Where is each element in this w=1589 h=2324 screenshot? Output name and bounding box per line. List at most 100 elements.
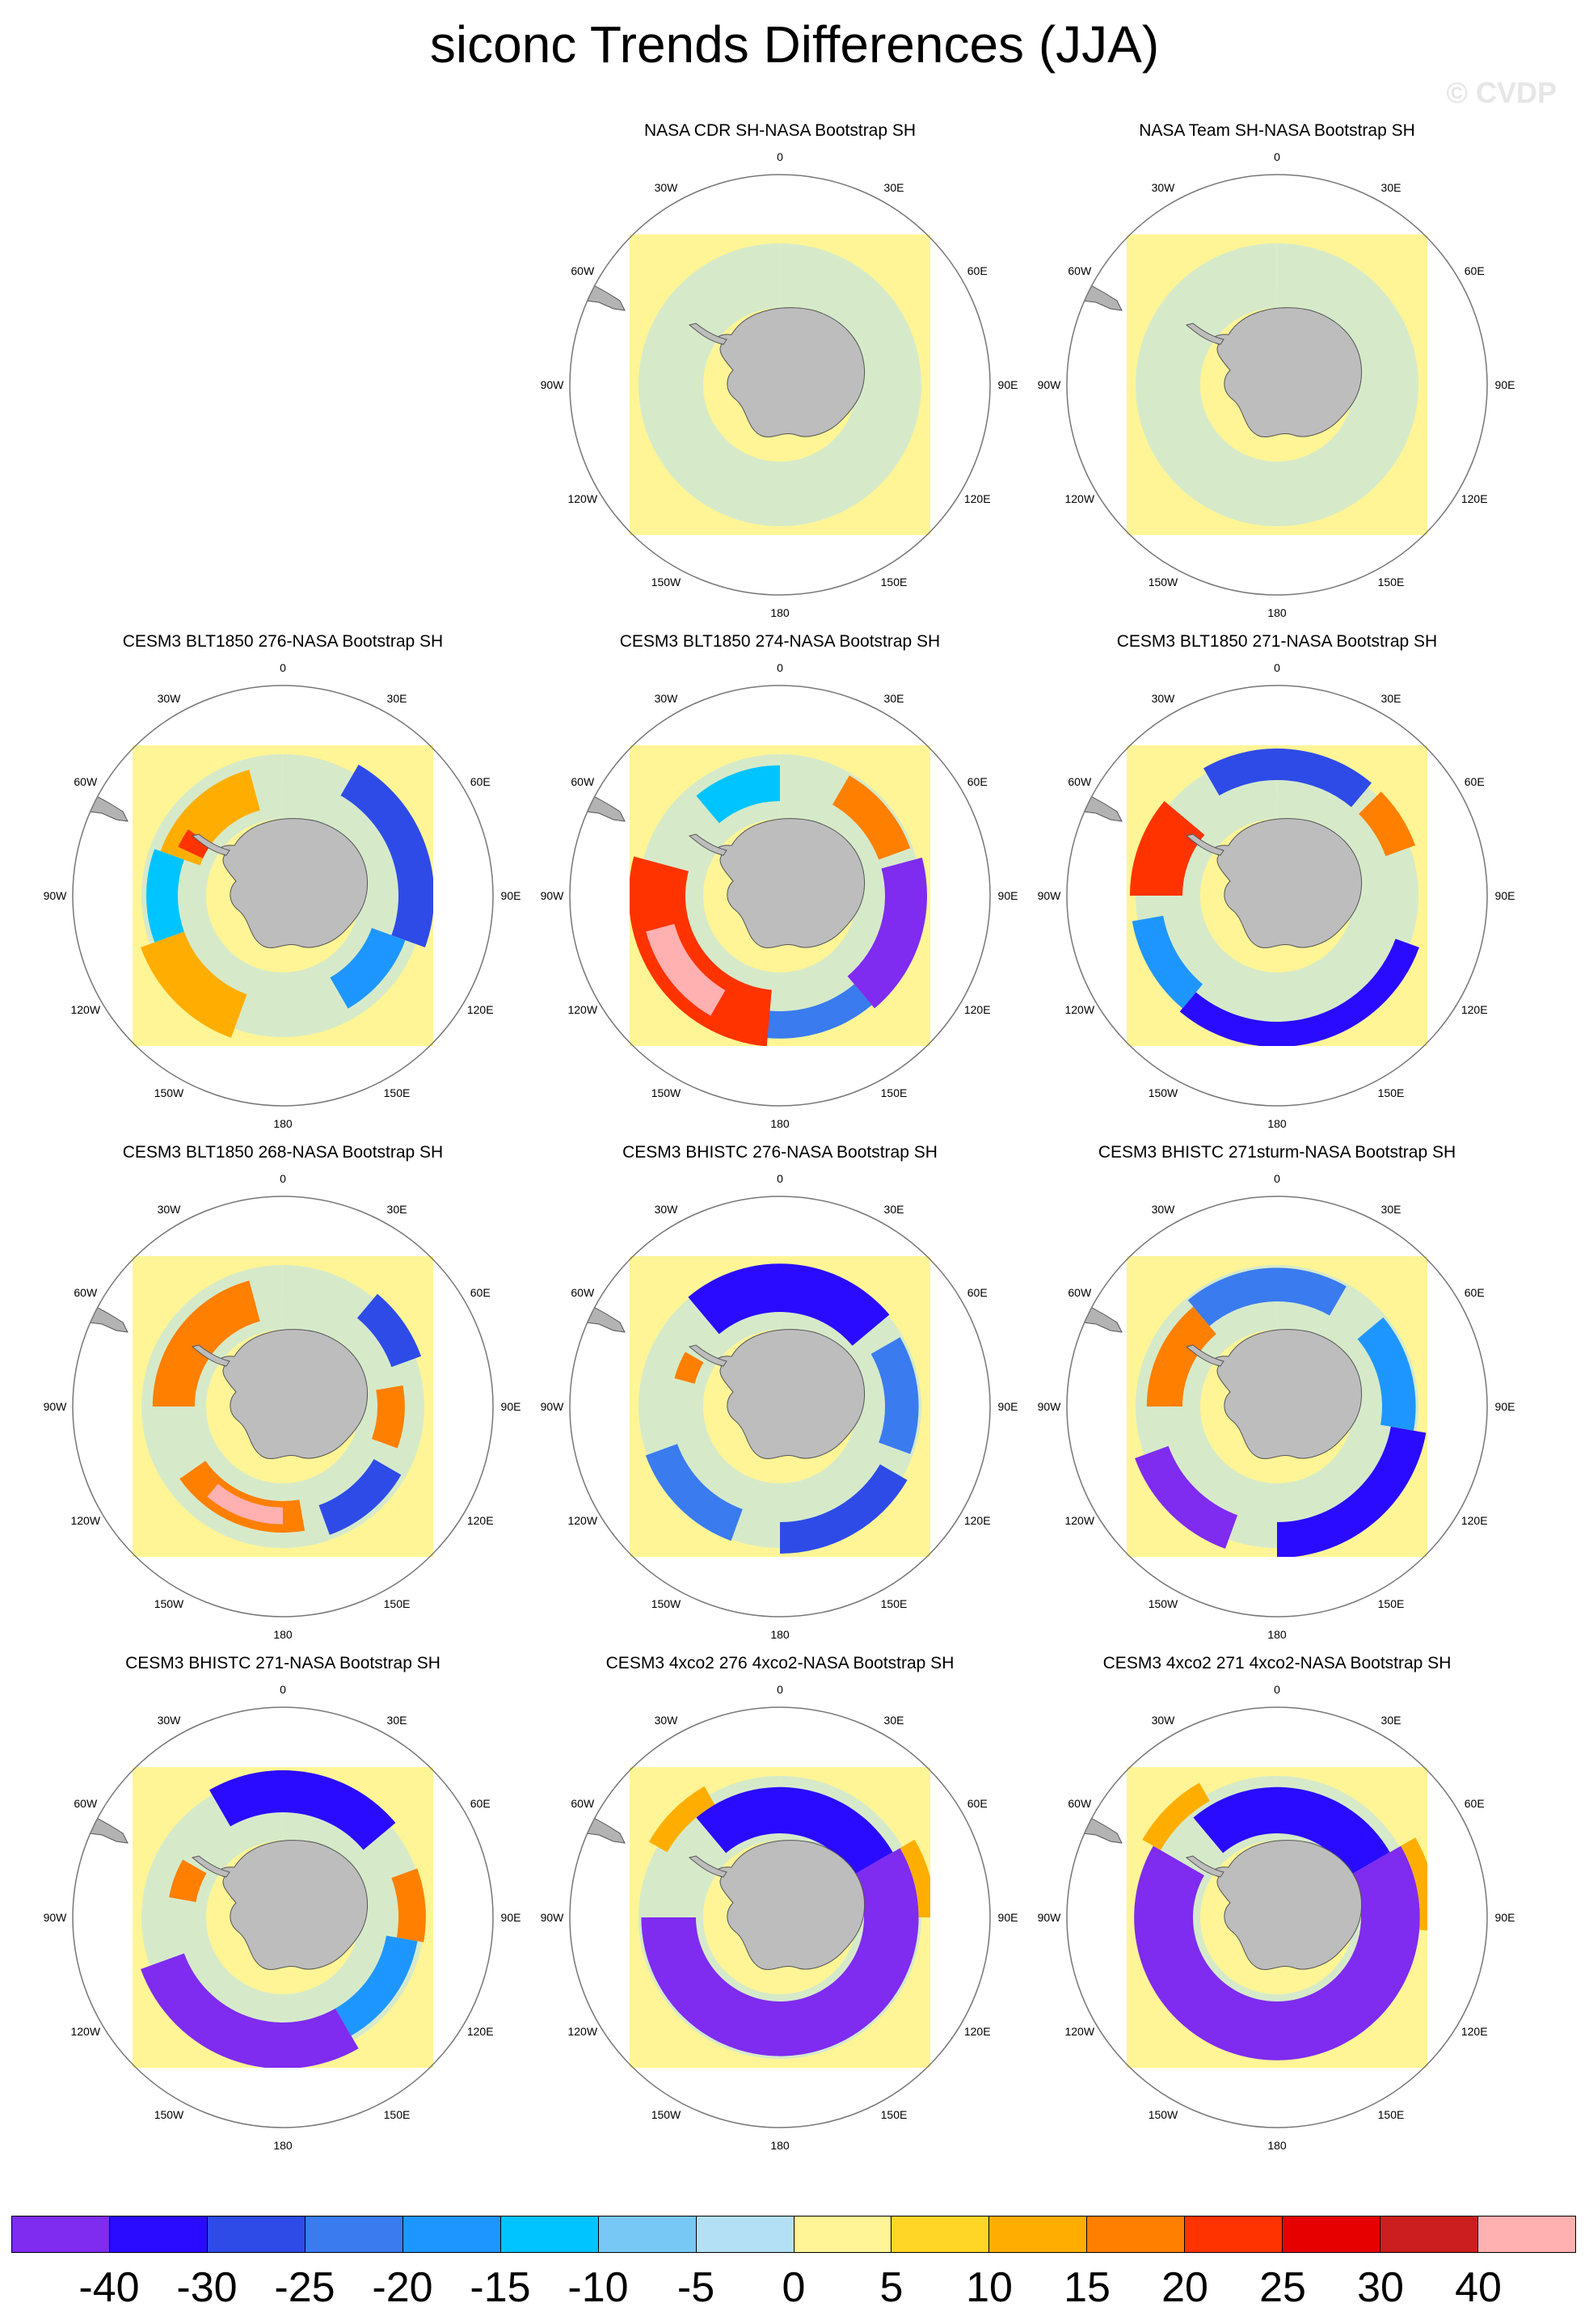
colorbar-tick-label: 5: [879, 2264, 904, 2311]
new-zealand-landmass: [920, 1606, 944, 1617]
longitude-label: 60E: [470, 1797, 491, 1810]
longitude-label: 0: [777, 661, 783, 674]
map-boundary-circle: [72, 1196, 494, 1618]
data-field-anomaly: [1359, 791, 1416, 857]
panel-title: CESM3 BLT1850 268-NASA Bootstrap SH: [122, 1143, 444, 1162]
longitude-label: 0: [1274, 1683, 1280, 1696]
antarctica-landmass: [219, 1329, 369, 1460]
data-field-anomaly: [1203, 749, 1372, 808]
panel-title: CESM3 BHISTC 271sturm-NASA Bootstrap SH: [1098, 1143, 1456, 1162]
longitude-label: 30E: [387, 1714, 407, 1727]
colorbar: [11, 2216, 1576, 2253]
longitude-label: 30E: [387, 1203, 407, 1216]
colorbar-swatch: [500, 2216, 599, 2252]
longitude-label: 30E: [1381, 692, 1401, 705]
data-field-anomaly: [318, 1459, 402, 1535]
antarctic-peninsula: [688, 1344, 727, 1367]
map-panel: CESM3 BLT1850 268-NASA Bootstrap SH 0 30E 6…: [32, 1143, 533, 1654]
new-zealand-landmass: [920, 584, 944, 595]
longitude-label: 90W: [44, 1400, 68, 1413]
data-field-anomaly: [356, 1293, 422, 1368]
map-boundary-circle: [569, 685, 991, 1107]
data-field-anomaly: [330, 928, 406, 1009]
longitude-label: 120W: [567, 2025, 597, 2038]
longitude-label: 120W: [1064, 492, 1094, 505]
longitude-label: 30E: [884, 692, 904, 705]
longitude-label: 180: [770, 606, 790, 619]
longitude-label: 0: [280, 661, 286, 674]
longitude-label: 90W: [44, 889, 68, 902]
map-boundary-circle: [72, 1706, 494, 2128]
longitude-label: 150W: [1149, 1086, 1178, 1099]
longitude-label: 0: [280, 1683, 286, 1696]
figure-title: siconc Trends Differences (JJA): [429, 15, 1160, 74]
data-field-anomaly: [696, 765, 780, 824]
longitude-label: 120E: [1461, 1514, 1488, 1527]
polar-map: 0 30E 60E 90E 120E 150E 180 150W 120W 90W 60W 30W: [1038, 150, 1515, 619]
polar-map: 0 30E 60E 90E 120E 150E 180 150W 120W 90W 60W 30W: [1038, 1172, 1515, 1641]
colorbar-swatch: [12, 2216, 110, 2252]
longitude-label: 150W: [1149, 1597, 1178, 1610]
data-field-anomaly: [371, 1385, 405, 1449]
antarctica-landmass: [716, 1329, 866, 1460]
panel-title: CESM3 4xco2 271 4xco2-NASA Bootstrap SH: [1102, 1654, 1452, 1672]
antarctica-landmass: [716, 818, 866, 949]
longitude-label: 0: [1274, 150, 1280, 163]
longitude-label: 150W: [1149, 2108, 1178, 2121]
antarctica-landmass: [1213, 307, 1363, 438]
data-field-anomaly: [1142, 1782, 1210, 1850]
panel-title: NASA CDR SH-NASA Bootstrap SH: [643, 121, 917, 140]
longitude-label: 30W: [158, 1714, 182, 1727]
longitude-label: 60E: [967, 775, 988, 788]
longitude-label: 60W: [1068, 775, 1092, 788]
data-field-anomaly: [152, 1280, 260, 1407]
panel-title: CESM3 BLT1850 276-NASA Bootstrap SH: [122, 632, 444, 651]
panel-title: NASA Team SH-NASA Bootstrap SH: [1139, 121, 1415, 140]
longitude-label: 120E: [467, 2025, 494, 2038]
longitude-label: 60W: [74, 775, 98, 788]
new-zealand-landmass: [423, 1606, 447, 1617]
new-zealand-landmass: [920, 1095, 944, 1106]
longitude-label: 30E: [884, 1203, 904, 1216]
colorbar-swatch: [1185, 2216, 1283, 2252]
data-field-ring: [1135, 243, 1418, 526]
longitude-label: 150W: [154, 2108, 184, 2121]
map-boundary-circle: [1066, 174, 1488, 596]
map-panel: CESM3 BLT1850 276-NASA Bootstrap SH 0 30E 6…: [32, 632, 533, 1143]
polar-map: 0 30E 60E 90E 120E 150E 180 150W 120W 90W 60W 30W: [541, 150, 1018, 619]
colorbar-tick-label: 15: [1064, 2264, 1111, 2311]
longitude-label: 90E: [501, 1400, 521, 1413]
data-field-anomaly: [755, 984, 872, 1039]
polar-map: 0 30E 60E 90E 120E 150E 180 150W 120W 90W 60W 30W: [44, 661, 521, 1130]
longitude-label: 60E: [967, 264, 988, 277]
colorbar-tick-label: -30: [176, 2264, 238, 2311]
data-field-ring: [141, 1776, 424, 2059]
data-field-anomaly: [645, 1444, 743, 1542]
longitude-label: 180: [770, 1117, 790, 1130]
antarctic-peninsula: [191, 1344, 230, 1367]
longitude-label: 120E: [467, 1514, 494, 1527]
longitude-label: 150W: [651, 1597, 681, 1610]
data-field-anomaly: [340, 764, 433, 948]
colorbar-tick-label: 30: [1357, 2264, 1404, 2311]
colorbar-swatch: [1380, 2216, 1479, 2252]
longitude-label: 30E: [884, 181, 904, 194]
map-boundary-circle: [72, 685, 494, 1107]
longitude-label: 90W: [541, 378, 565, 391]
longitude-label: 180: [273, 1628, 293, 1641]
map-panel: CESM3 BHISTC 271sturm-NASA Bootstrap SH 0…: [1026, 1143, 1528, 1654]
data-field-anomaly: [1179, 938, 1419, 1046]
longitude-label: 150W: [154, 1597, 184, 1610]
polar-map: 0 30E 60E 90E 120E 150E 180 150W 120W 90W 60W 30W: [541, 661, 1018, 1130]
data-field-anomaly: [1146, 1306, 1216, 1407]
map-panel: CESM3 BHISTC 271-NASA Bootstrap SH 0 30E 60…: [32, 1654, 533, 2165]
longitude-label: 30W: [158, 1203, 182, 1216]
data-field-anomaly: [1134, 1845, 1420, 2060]
colorbar-tick-label: 25: [1259, 2264, 1306, 2311]
longitude-label: 90E: [998, 378, 1018, 391]
map-boundary-circle: [569, 174, 991, 596]
colorbar-tick-label: -15: [470, 2264, 531, 2311]
longitude-label: 120W: [567, 1003, 597, 1016]
longitude-label: 60E: [470, 775, 491, 788]
panel-title: CESM3 4xco2 276 4xco2-NASA Bootstrap SH: [605, 1654, 955, 1672]
